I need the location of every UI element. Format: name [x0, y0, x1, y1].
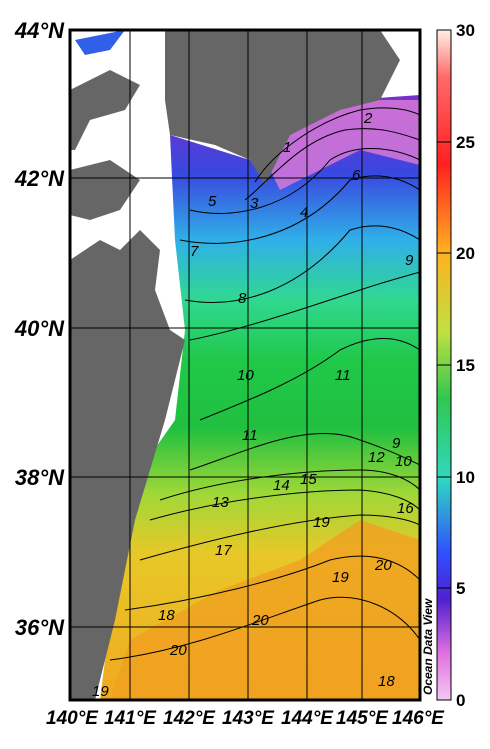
colorbar-tick-30: 30: [456, 21, 475, 40]
contour-label-15: 15: [300, 471, 317, 488]
colorbar-tick-20: 20: [456, 244, 475, 263]
contour-label-20b: 20: [251, 612, 269, 629]
contour-label-13: 13: [212, 494, 229, 511]
lon-label-143: 143°E: [222, 708, 275, 729]
lon-label-140: 140°E: [46, 708, 99, 729]
contour-label-19c: 19: [92, 683, 109, 700]
lat-label-40: 40°N: [14, 316, 65, 341]
colorbar-tick-25: 25: [456, 133, 475, 152]
honshu-land: [70, 230, 185, 700]
colorbar-tick-5: 5: [456, 579, 465, 598]
contour-label-3: 3: [250, 195, 259, 212]
contour-label-4: 4: [300, 204, 308, 221]
contour-label-14: 14: [273, 477, 290, 494]
lon-label-142: 142°E: [163, 708, 216, 729]
oshima-land: [70, 70, 140, 150]
warm-pool-south: [110, 520, 420, 700]
land-masses: [70, 30, 400, 700]
contour-label-20c: 20: [169, 642, 187, 659]
latitude-axis: 44°N 42°N 40°N 38°N 36°N: [14, 18, 65, 640]
lon-label-141: 141°E: [104, 708, 157, 729]
contour-label-9b: 9: [392, 435, 401, 452]
longitude-axis: 140°E 141°E 142°E 143°E 144°E 145°E 146°…: [46, 708, 445, 729]
contour-label-6: 6: [352, 167, 361, 184]
contour-label-19a: 19: [313, 514, 330, 531]
contour-label-7: 7: [190, 243, 199, 260]
contour-label-2: 2: [363, 110, 373, 127]
contour-label-19b: 19: [332, 569, 349, 586]
contour-label-5: 5: [208, 193, 217, 210]
isotherm-lines: [109, 107, 420, 661]
contour-label-16: 16: [397, 500, 414, 517]
contour-label-8: 8: [238, 290, 247, 307]
colorbar-tick-0: 0: [456, 691, 465, 710]
colorbar-tick-10: 10: [456, 468, 475, 487]
contour-label-20a: 20: [374, 557, 392, 574]
isotherm-labels: 1 2 3 4 5 6 7 8 9 10 11 11 9 12 10 13 14…: [92, 110, 414, 700]
contour-label-17: 17: [215, 542, 232, 559]
contour-label-9: 9: [405, 252, 414, 269]
contour-label-10: 10: [237, 367, 254, 384]
colorbar: 30 25 20 15 10 5 0: [436, 21, 475, 710]
cold-patch-northwest: [75, 30, 125, 55]
lon-label-145: 145°E: [336, 708, 389, 729]
contour-label-11b: 11: [242, 427, 258, 444]
ocean-data-view-credit: Ocean Data View: [421, 598, 435, 695]
lat-label-42: 42°N: [14, 166, 65, 191]
colorbar-tick-15: 15: [456, 356, 475, 375]
lat-label-38: 38°N: [15, 465, 65, 490]
contour-label-18: 18: [158, 607, 175, 624]
map-frame: [68, 28, 422, 702]
contour-label-11a: 11: [335, 367, 351, 384]
hokkaido-land: [165, 30, 400, 185]
contour-label-10b: 10: [395, 453, 412, 470]
lat-label-36: 36°N: [15, 615, 65, 640]
contour-label-1: 1: [283, 139, 291, 156]
lon-label-146: 146°E: [392, 708, 445, 729]
contour-label-12: 12: [368, 449, 385, 466]
peninsula-land: [70, 160, 140, 220]
lon-label-144: 144°E: [281, 708, 334, 729]
contour-label-18b: 18: [378, 673, 395, 690]
lat-label-44: 44°N: [14, 18, 65, 43]
graticule: [70, 30, 420, 700]
